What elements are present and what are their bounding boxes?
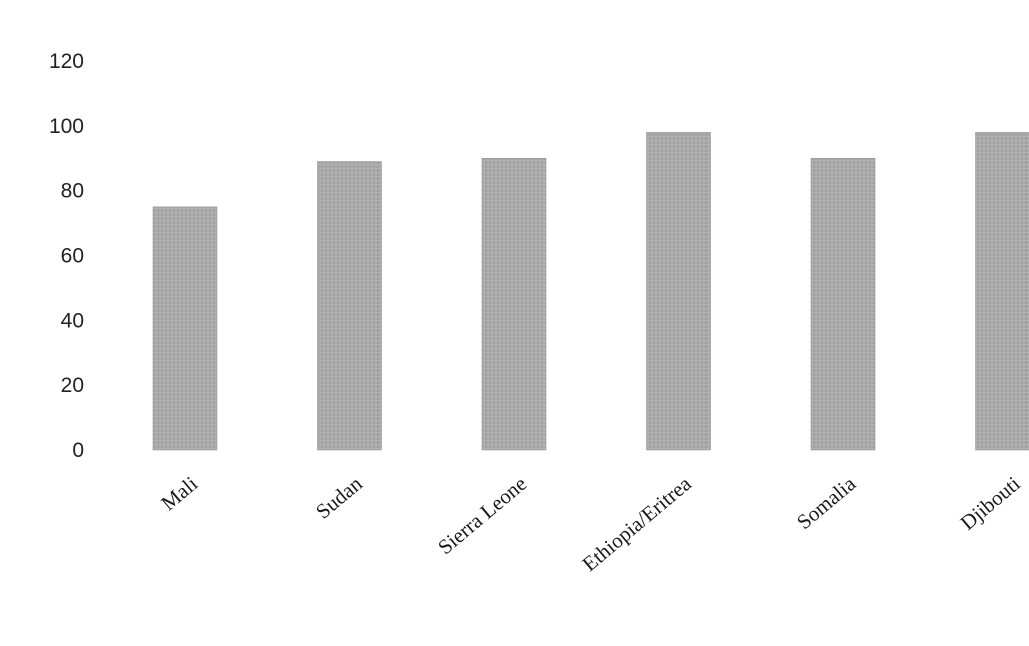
bars — [152, 132, 1029, 451]
bar — [317, 161, 382, 451]
y-tick-label: 100 — [49, 115, 84, 138]
bar — [481, 157, 547, 451]
x-axis-labels: Mali Sudan Sierra Leone Ethiopia/Eritrea Som… — [156, 471, 1024, 576]
x-category-label: Sierra Leone — [433, 471, 531, 559]
y-axis-ticks: 0 20 40 60 80 100 120 — [49, 50, 84, 462]
y-tick-label: 20 — [61, 374, 84, 397]
x-category-label: Sudan — [311, 471, 367, 523]
bar — [975, 132, 1029, 451]
y-tick-label: 0 — [72, 439, 84, 462]
bar — [810, 157, 876, 451]
x-category-label: Ethiopia/Eritrea — [578, 471, 697, 576]
x-category-label: Mali — [156, 471, 202, 515]
y-tick-label: 120 — [49, 50, 84, 73]
y-tick-label: 80 — [61, 180, 84, 203]
y-tick-label: 60 — [61, 245, 84, 268]
bar — [152, 206, 218, 451]
y-tick-label: 40 — [61, 309, 84, 332]
x-category-label: Somalia — [792, 471, 861, 534]
x-category-label: Djibouti — [956, 471, 1025, 534]
bar — [646, 132, 711, 451]
